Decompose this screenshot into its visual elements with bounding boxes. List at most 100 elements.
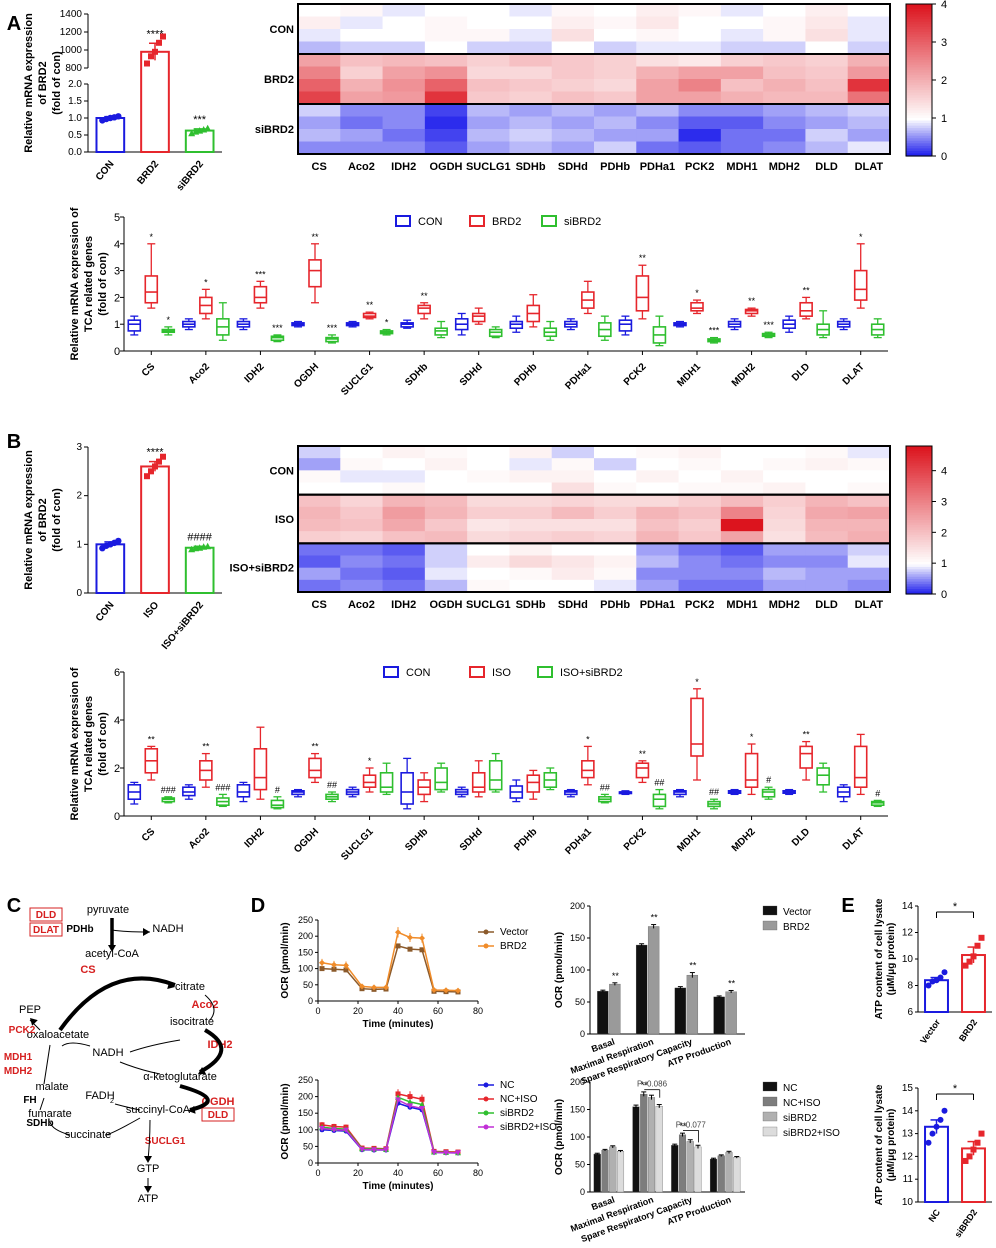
y-axis-label: OCR (pmol/min): [554, 932, 565, 1008]
heatmap-cell: [720, 579, 764, 593]
colorbar-segment: [906, 123, 932, 127]
heatmap-cell: [551, 41, 595, 55]
heatmap-cell: [636, 16, 680, 30]
colorbar-segment: [906, 547, 932, 551]
heatmap-cell: [424, 446, 468, 459]
heatmap-cell: [594, 458, 637, 471]
heatmap-cell: [340, 519, 384, 532]
heatmap-cell: [636, 579, 680, 593]
node-succinyl-coa: succinyl-CoA: [126, 1104, 191, 1116]
heatmap-cell: [551, 129, 595, 142]
heatmap-cell: [509, 79, 553, 92]
heatmap-cell: [720, 4, 764, 17]
heatmap-cell: [678, 567, 722, 581]
data-point: [395, 1091, 401, 1097]
colorbar-segment: [906, 77, 932, 81]
legend-label: CON: [418, 216, 443, 228]
heatmap-cell: [636, 66, 680, 80]
heatmap-cell: [805, 4, 849, 17]
colorbar-segment: [906, 100, 932, 104]
heatmap-cell: [340, 129, 384, 142]
heatmap-cell: [467, 579, 510, 593]
x-tick-label: SDHb: [403, 826, 430, 853]
colorbar-segment: [906, 138, 932, 142]
chart-B_box: 0246CS**###Aco2**###IDH2#OGDH**##SUCLG1*…: [69, 666, 888, 863]
heatmap-row-label: BRD2: [264, 74, 294, 86]
heatmap-cell: [509, 494, 553, 508]
bar-siBRD2+ISO: [655, 1106, 663, 1193]
heatmap-cell: [298, 104, 341, 117]
heatmap-cell: [720, 91, 764, 105]
colorbar-segment: [906, 54, 932, 58]
y-axis-label: Relative mRNA expression: [23, 450, 35, 590]
x-tick-label: DLD: [790, 361, 812, 383]
x-tick-label: siBRD2: [953, 1207, 980, 1239]
heatmap-cell: [678, 41, 722, 55]
heatmap-row-label: CON: [270, 24, 295, 36]
colorbar-segment: [906, 448, 932, 452]
colorbar-segment: [906, 524, 932, 528]
data-point: [331, 966, 337, 972]
significance-label: **: [728, 978, 736, 988]
heatmap-column-label: MDH1: [726, 599, 757, 611]
colorbar-segment: [906, 31, 932, 35]
node-atp: ATP: [138, 1193, 159, 1205]
heatmap-column-label: PDHb: [600, 599, 630, 611]
y-tick-label: 13: [902, 1129, 914, 1140]
heatmap-cell: [763, 506, 806, 520]
heatmap-cell: [551, 579, 595, 593]
y-tick-label: 50: [575, 1160, 585, 1170]
legend-marker: [483, 1082, 489, 1088]
heatmap-cell: [636, 470, 680, 483]
significance-label: ***: [255, 269, 266, 279]
heatmap-cell: [298, 41, 341, 55]
data-point: [144, 60, 150, 67]
heatmap-cell: [509, 506, 553, 520]
colorbar-segment: [906, 542, 932, 546]
x-tick-label: 60: [433, 1006, 443, 1016]
heatmap-cell: [636, 129, 680, 142]
x-tick-label: IDH2: [243, 826, 267, 850]
enzyme-dld-box-2-frame: [201, 1107, 235, 1122]
heatmap-cell: [298, 555, 341, 569]
x-tick-label: PDHa1: [563, 361, 594, 392]
significance-label: ##: [327, 780, 337, 790]
colorbar-segment: [906, 497, 932, 501]
heatmap-cell: [594, 519, 637, 532]
colorbar-segment: [906, 64, 932, 68]
x-tick-label: NC: [926, 1207, 942, 1224]
x-tick-label: OGDH: [292, 826, 321, 855]
heatmap-column-label: PDHb: [600, 161, 630, 173]
colorbar-segment: [906, 72, 932, 76]
heatmap-cell: [678, 104, 722, 117]
x-axis-label: Time (minutes): [363, 1181, 434, 1192]
data-point: [978, 934, 985, 941]
significance-label: *: [385, 318, 389, 328]
arrow-succinyl-succinate: [104, 1117, 141, 1136]
heatmap-cell: [847, 91, 891, 105]
heatmap-cell: [467, 54, 510, 67]
x-tick-label: MDH2: [730, 826, 758, 854]
data-point: [455, 987, 461, 994]
heatmap-cell: [594, 506, 637, 520]
x-tick-label: DLAT: [841, 361, 867, 387]
legend-marker: [483, 929, 489, 935]
heatmap-cell: [678, 519, 722, 532]
colorbar-segment: [906, 586, 932, 590]
colorbar-segment: [906, 455, 932, 459]
series-line-siBRD2+ISO: [321, 1098, 458, 1154]
data-point: [204, 124, 212, 132]
y-axis-label: of BRD2: [37, 61, 49, 104]
heatmap-cell: [509, 104, 553, 117]
heatmap-cell: [509, 519, 553, 532]
significance-label: *: [204, 277, 208, 287]
heatmap-cell: [551, 470, 595, 483]
colorbar-segment: [906, 517, 932, 521]
x-tick-label: 80: [473, 1006, 483, 1016]
heatmap-cell: [678, 543, 722, 556]
heatmap-cell: [763, 531, 806, 544]
arrow-head: [30, 1018, 38, 1026]
y-tick-label: 200: [570, 1077, 585, 1087]
heatmap-cell: [636, 531, 680, 544]
y-tick-label: 11: [903, 1174, 914, 1185]
